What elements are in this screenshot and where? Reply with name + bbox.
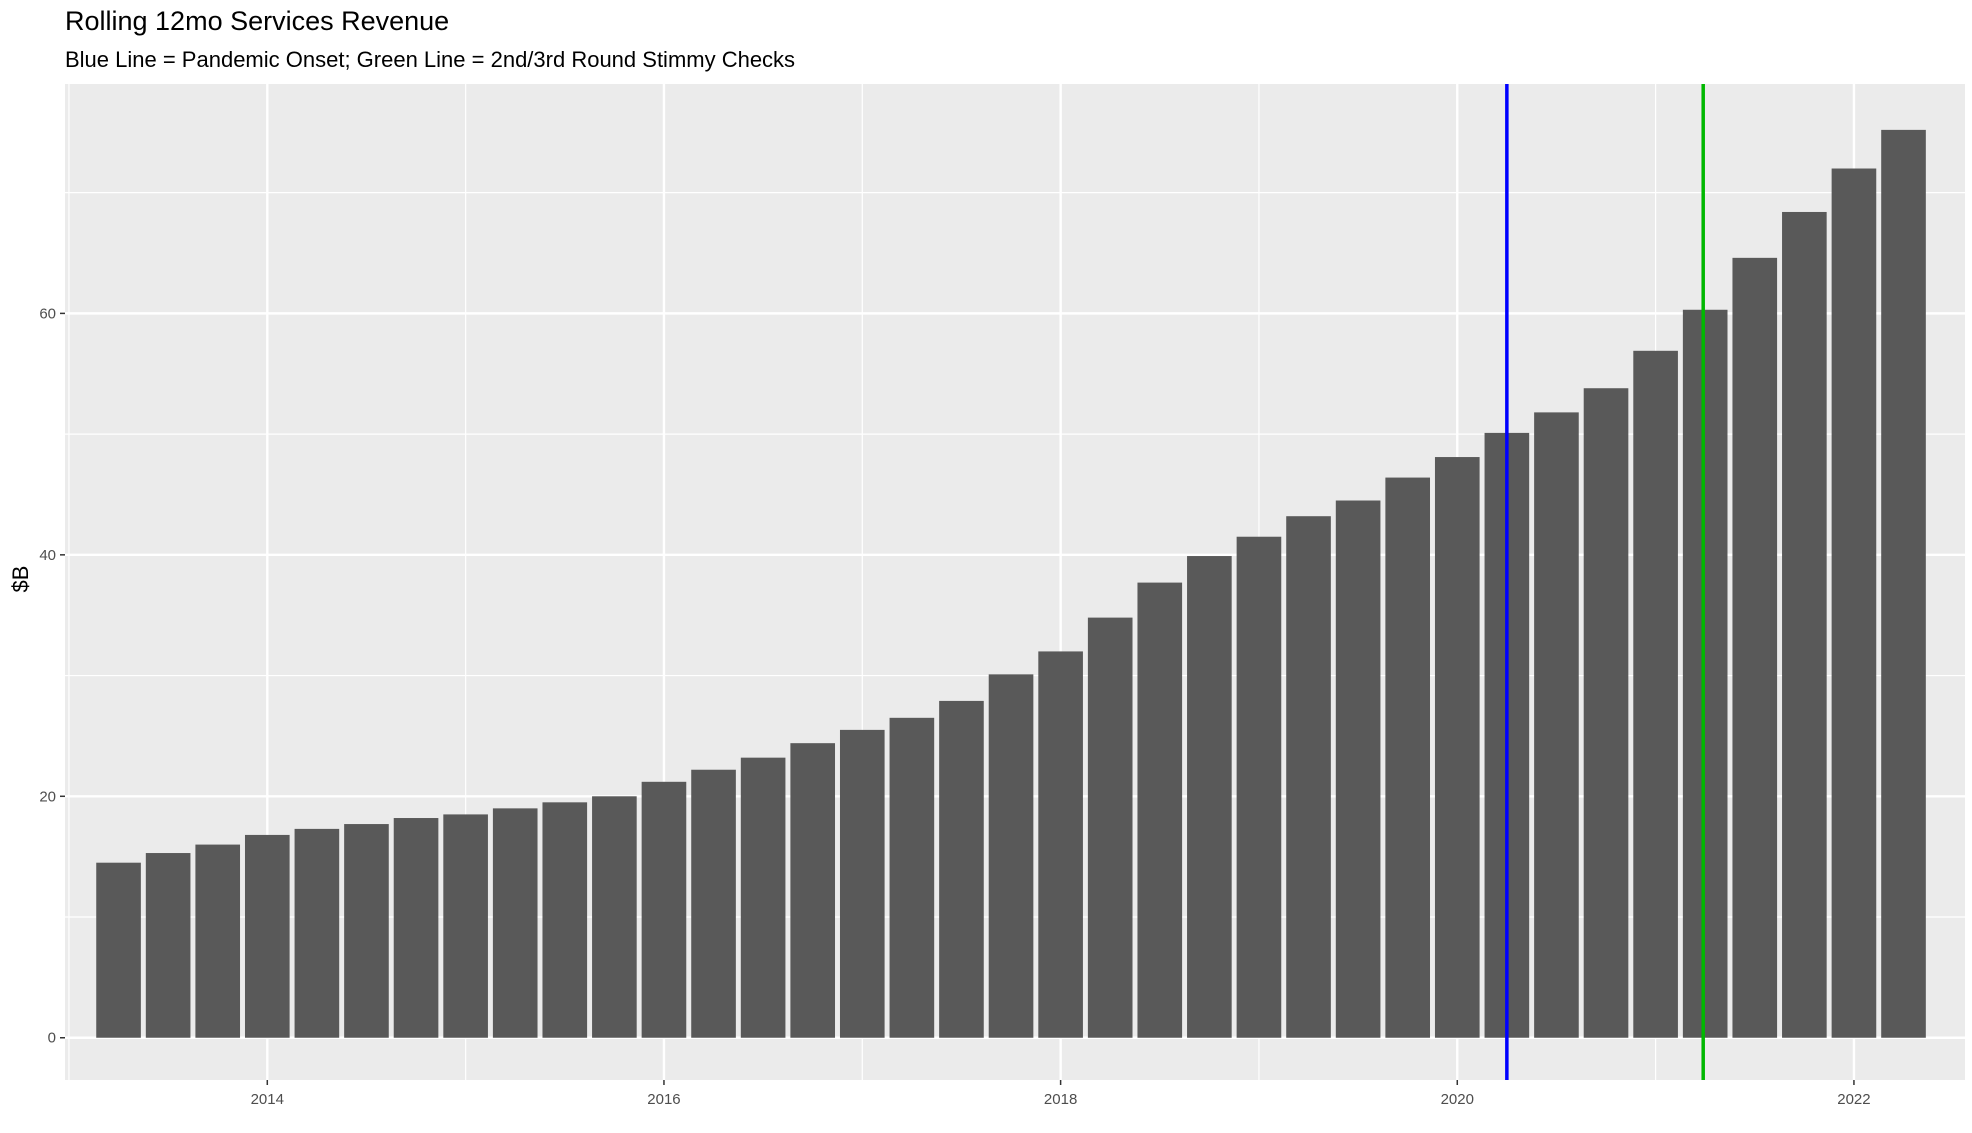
bar	[1434, 457, 1480, 1038]
bar	[889, 717, 935, 1038]
y-tick-label: 60	[39, 305, 56, 322]
bar	[1038, 651, 1083, 1038]
bar	[1137, 582, 1183, 1038]
x-tick-label: 2016	[647, 1091, 680, 1108]
y-tick-label: 20	[39, 788, 56, 805]
bar	[641, 781, 687, 1038]
bar	[393, 818, 439, 1038]
y-tick-label: 0	[48, 1030, 56, 1047]
x-tick-label: 2022	[1837, 1091, 1870, 1108]
bar	[542, 802, 588, 1038]
y-axis: 0 20 40 60	[39, 305, 65, 1047]
bar	[195, 844, 241, 1038]
bar	[1335, 500, 1381, 1038]
bar	[492, 808, 538, 1038]
bar	[790, 743, 836, 1038]
bar	[1583, 388, 1629, 1038]
bar	[1087, 617, 1133, 1038]
reference-lines	[1505, 84, 1705, 1080]
bar	[1236, 536, 1282, 1038]
bar	[1385, 477, 1431, 1038]
bar	[1187, 556, 1232, 1038]
bar	[1732, 257, 1778, 1038]
bar	[839, 729, 885, 1038]
bar	[1782, 211, 1827, 1038]
bar	[1633, 350, 1678, 1038]
bar	[691, 769, 736, 1038]
x-tick-label: 2020	[1441, 1091, 1474, 1108]
bar	[96, 862, 141, 1038]
x-axis: 2014 2016 2018 2020 2022	[251, 1080, 1871, 1108]
chart-title: Rolling 12mo Services Revenue	[65, 6, 450, 36]
bar	[740, 757, 786, 1038]
bar	[443, 814, 488, 1038]
bar	[344, 824, 389, 1038]
bar	[1534, 412, 1579, 1038]
y-tick-label: 40	[39, 547, 56, 564]
bar	[244, 834, 290, 1038]
chart-subtitle: Blue Line = Pandemic Onset; Green Line =…	[65, 47, 796, 72]
bar	[1831, 168, 1877, 1038]
bar	[1682, 309, 1728, 1038]
x-tick-label: 2018	[1044, 1091, 1077, 1108]
bar	[294, 828, 340, 1038]
bar	[592, 796, 637, 1038]
bar	[939, 700, 984, 1038]
bar	[145, 853, 191, 1038]
bar	[988, 674, 1034, 1038]
x-tick-label: 2014	[251, 1091, 284, 1108]
bar	[1286, 516, 1331, 1038]
bars	[96, 129, 1926, 1038]
bar	[1881, 129, 1926, 1038]
